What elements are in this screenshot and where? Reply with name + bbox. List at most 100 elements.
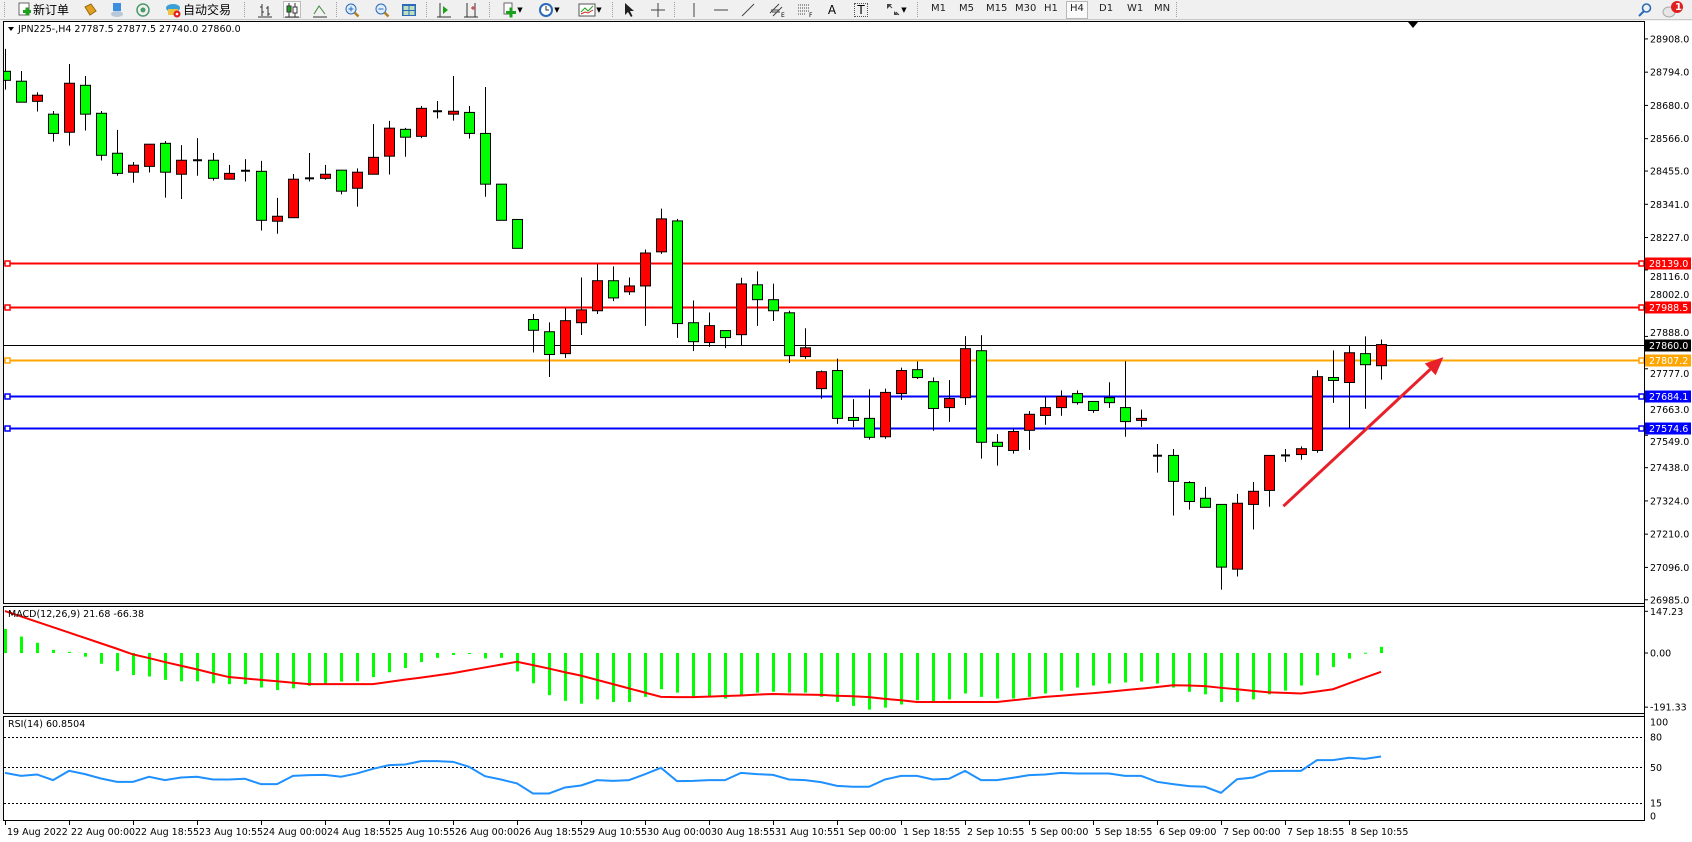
candle-body [912,369,923,379]
chart-shift-button[interactable] [462,1,480,18]
templates-button[interactable]: ▼ [574,1,606,18]
macd-histogram-bar [1156,652,1159,684]
candle-body [144,143,155,167]
text-icon: T [854,2,868,17]
candle-body [1344,352,1355,383]
candle-body [480,132,491,185]
vertical-line-icon [686,2,702,18]
candle [1281,449,1290,462]
timeframe-m15[interactable]: M15 [986,3,1008,14]
crosshair-button[interactable] [649,1,667,18]
candle [992,434,1003,466]
candle [272,197,283,234]
timeframe-h4[interactable]: H4 [1066,1,1088,19]
candle-body [416,107,427,137]
timeframe-m1[interactable]: M1 [931,3,946,14]
arrows-button[interactable]: ▼ [880,1,912,18]
candle-body [768,299,779,312]
time-axis[interactable] [0,821,1692,842]
chart-shift-marker[interactable] [1408,22,1418,28]
line-anchor-handle [1638,357,1645,364]
macd-histogram-bar [1204,652,1207,695]
candle [1136,409,1147,427]
timeframe-d1[interactable]: D1 [1099,3,1114,14]
line-chart-button[interactable] [311,1,329,18]
price-tick-label: 28227.0 [1650,233,1689,244]
timeframe-h1[interactable]: H1 [1044,3,1058,14]
candle-body [704,325,715,344]
candle-body [384,127,395,157]
notification-badge: 1 [1675,2,1682,13]
macd-pane[interactable] [3,606,1645,714]
candle [80,75,91,131]
macd-histogram-bar [756,652,759,693]
fibonacci-icon: F [797,2,815,18]
notification-button[interactable]: 1 [1660,1,1686,18]
candlestick-button[interactable] [283,1,301,18]
bar-chart-button[interactable] [256,1,274,18]
terminal-button[interactable] [108,1,126,18]
tile-windows-button[interactable] [400,1,418,18]
candle [4,48,11,90]
cursor-button[interactable] [620,1,638,18]
gold-button[interactable] [81,1,99,18]
main-pane[interactable] [3,21,1645,604]
svg-text:F: F [809,12,813,18]
signal-button[interactable] [134,1,152,18]
price-tick-label: 27210.0 [1650,530,1689,541]
vertical-line-button[interactable] [685,1,703,18]
auto-scroll-button[interactable] [435,1,453,18]
candle-body [4,70,11,81]
symbol-menu-icon[interactable] [8,27,14,31]
timeframe-m30[interactable]: M30 [1015,3,1037,14]
candle [800,328,811,359]
macd-histogram-bar [532,652,535,684]
text-label-button[interactable]: A [823,1,841,18]
macd-histogram-bar [564,652,567,701]
line-anchor-handle [1638,260,1645,267]
zoom-in-button[interactable] [343,1,361,18]
candle-body [528,319,539,331]
candle [16,71,27,103]
search-button[interactable] [1636,1,1654,18]
fibonacci-button[interactable]: F [796,1,816,18]
macd-histogram-bar [132,652,135,676]
macd-histogram-bar [260,652,263,688]
candle [528,313,539,353]
zoom-out-button[interactable] [373,1,391,18]
price-axis[interactable] [1645,21,1692,821]
price-tick-label: 28794.0 [1650,68,1689,79]
text-button[interactable]: T [852,1,870,18]
macd-histogram-bar [452,652,455,655]
macd-histogram-bar [644,652,647,697]
candle-body [1136,417,1147,421]
rsi-pane[interactable] [3,716,1645,821]
candle-body [32,94,43,102]
equidistant-channel-button[interactable]: E [768,1,788,18]
macd-histogram-bar [612,652,615,702]
price-tick-label: 26985.0 [1650,595,1689,606]
candle-body [576,309,587,324]
macd-histogram-bar [692,652,695,697]
timeframe-mn[interactable]: MN [1154,3,1171,14]
price-tick-label: 27888.0 [1650,328,1689,339]
macd-histogram-bar [1140,652,1143,682]
macd-title: MACD(12,26,9) 21.68 -66.38 [8,609,144,620]
candle-body [1040,407,1051,416]
candle [752,271,763,326]
horizontal-line-button[interactable] [712,1,730,18]
candle [224,164,235,180]
timeframe-w1[interactable]: W1 [1127,3,1144,14]
signal-icon [135,2,151,18]
timeframe-m5[interactable]: M5 [959,3,974,14]
candle [1040,396,1051,425]
candle [1104,382,1115,408]
autotrade-button[interactable]: 自动交易 [162,1,234,18]
trendline-button[interactable] [739,1,757,18]
periods-button[interactable]: ▼ [534,1,564,18]
indicators-button[interactable]: ▼ [497,1,527,18]
macd-histogram-bar [596,652,599,700]
macd-histogram-bar [1236,652,1239,702]
new-order-button[interactable]: 新订单 [10,1,76,18]
